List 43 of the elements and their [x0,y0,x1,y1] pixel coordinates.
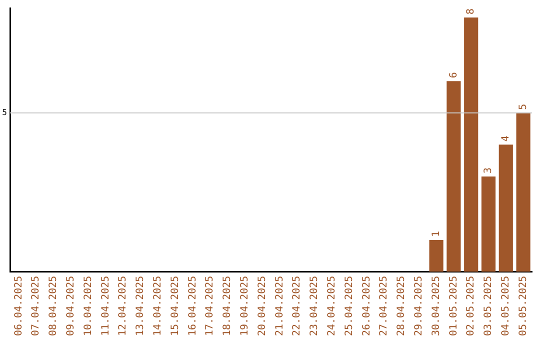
x-tick-label: 14.04.2025 [152,276,164,336]
x-tick-label: 22.04.2025 [292,276,303,336]
x-tick-label: 17.04.2025 [204,276,216,336]
bar [481,176,496,272]
x-tick-label: 15.04.2025 [170,276,181,336]
ref-line-label: 5 [2,108,8,117]
x-tick-label: 12.04.2025 [118,276,129,336]
x-tick-label: 28.04.2025 [396,276,408,336]
bar [446,81,461,272]
x-tick-label: 21.04.2025 [274,276,286,336]
x-tick-label: 24.04.2025 [326,276,338,336]
data-label: 1 [430,230,442,238]
x-tick-label: 01.05.2025 [448,276,460,336]
bar [429,240,444,272]
x-tick-label: 20.04.2025 [256,276,268,336]
x-tick-label: 04.05.2025 [500,276,512,336]
x-tick-label: 13.04.2025 [135,276,146,336]
x-tick-label: 23.04.2025 [309,276,320,336]
data-label: 3 [483,167,494,174]
x-tick-label: 19.04.2025 [239,276,250,336]
bar [516,112,530,272]
x-tick-label: 07.04.2025 [30,276,42,336]
x-tick-label: 16.04.2025 [187,276,198,336]
x-tick-label: 26.04.2025 [361,276,372,336]
x-tick-label: 08.04.2025 [48,276,60,336]
bar [464,18,478,272]
x-tick-label: 30.04.2025 [430,276,442,336]
x-tick-label: 18.04.2025 [222,276,234,336]
x-tick-label: 25.04.2025 [344,276,355,336]
bar [498,144,513,272]
x-tick-label: 11.04.2025 [100,276,112,336]
x-tick-label: 05.05.2025 [518,276,529,336]
data-label: 4 [500,136,512,142]
x-tick-label: 10.04.2025 [82,276,94,336]
x-tick-label: 03.05.2025 [483,276,494,336]
x-tick-label: 02.05.2025 [466,276,477,336]
data-label: 5 [518,104,529,110]
data-label: 6 [448,72,460,78]
x-tick-label: 27.04.2025 [378,276,390,336]
data-label: 8 [466,8,477,15]
x-tick-label: 29.04.2025 [413,276,424,336]
x-tick-label: 09.04.2025 [65,276,76,336]
x-tick-label: 06.04.2025 [13,276,24,336]
